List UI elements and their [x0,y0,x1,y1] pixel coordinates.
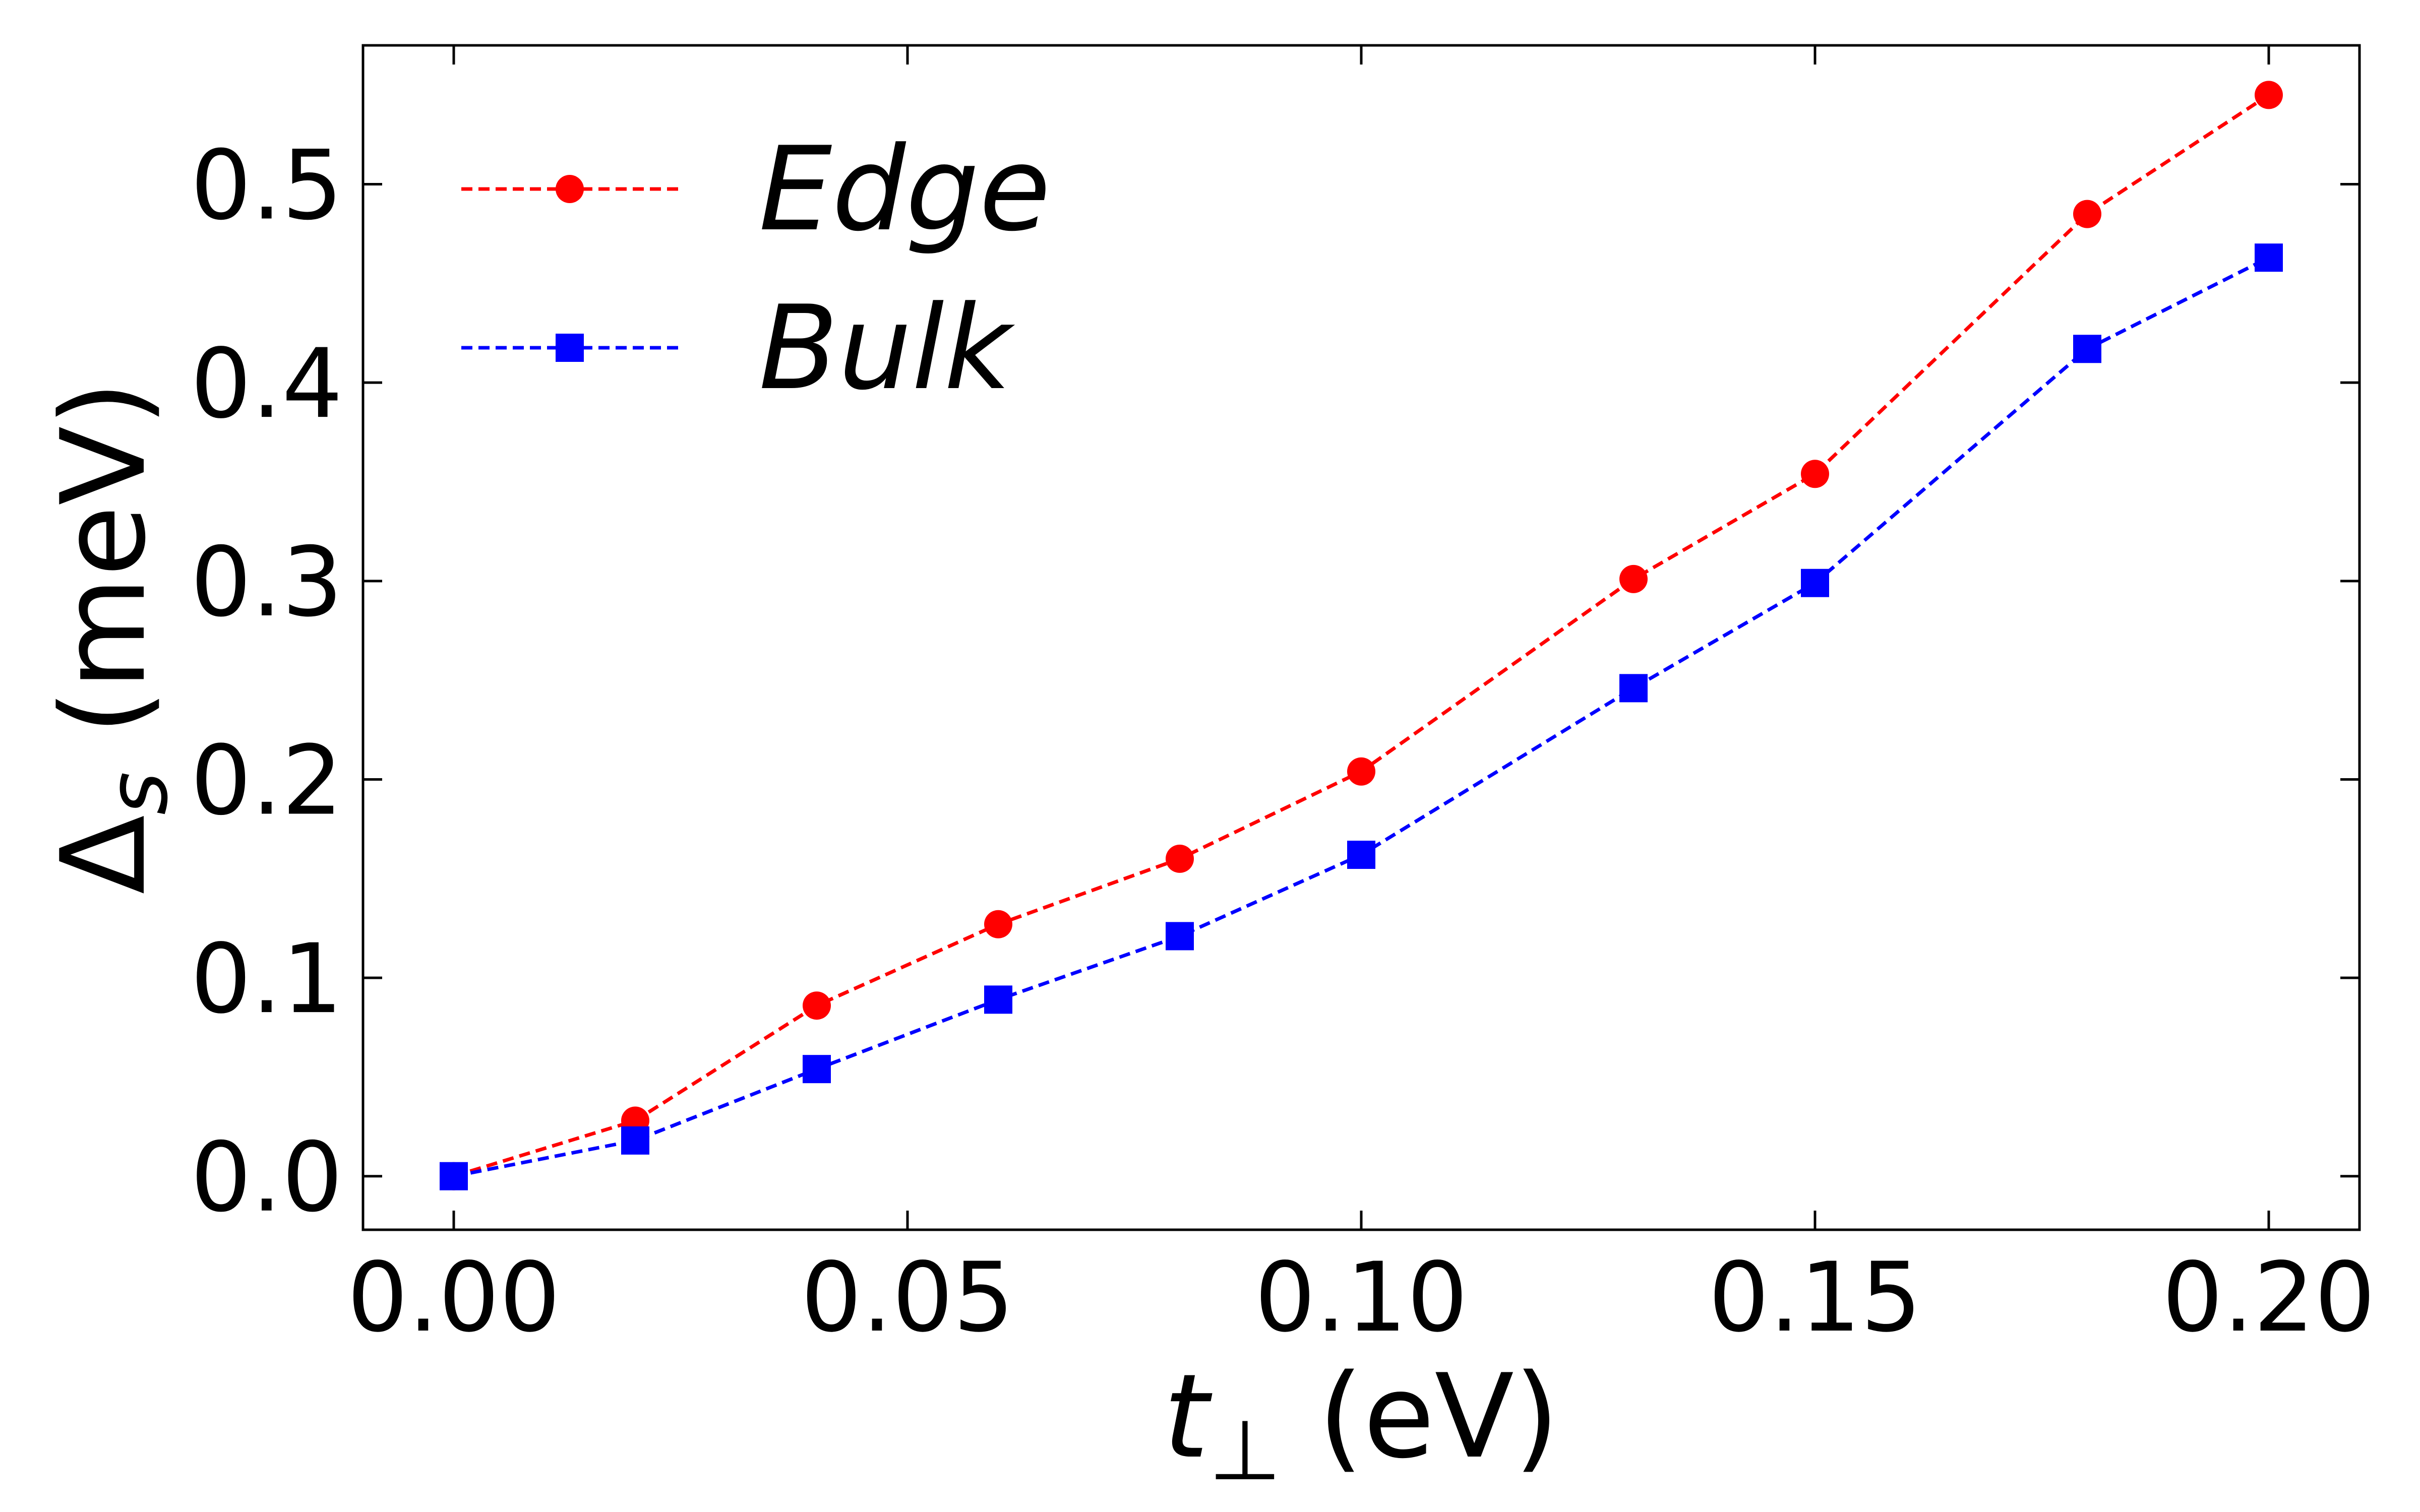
legend-marker-edge [556,175,584,203]
data-point-bulk [1166,922,1194,951]
legend-label-edge: Edge [759,122,1051,257]
y-axis-label-unit: (meV) [37,381,171,772]
series-line-edge [453,93,2270,1178]
data-point-edge [1801,460,1829,488]
x-axis-label-unit: (eV) [1281,1350,1559,1484]
x-tick-label: 0.15 [1708,1242,1921,1353]
y-tick-label: 0.5 [191,130,343,241]
y-axis-label-symbol: Δ [37,815,171,894]
data-point-edge [803,991,831,1020]
y-tick-label: 0.2 [191,725,343,836]
x-tick-label: 0.10 [1254,1242,1468,1353]
data-point-edge [1347,757,1375,786]
x-axis-label-subscript: ⊥ [1209,1402,1282,1499]
x-tick-label: 0.20 [2162,1242,2375,1353]
y-tick-label: 0.1 [191,923,343,1035]
legend: Edge Bulk [461,122,1051,416]
series-line-bulk [453,256,2270,1178]
x-axis-label-variable: t [1163,1350,1213,1484]
y-axis-label-subscript: s [89,772,186,815]
data-point-edge [2255,81,2283,109]
y-tick-label: 0.3 [191,527,343,638]
data-point-bulk [1801,569,1829,597]
data-point-bulk [1619,674,1648,703]
y-tick-label: 0.0 [191,1122,343,1233]
data-point-edge [984,910,1012,938]
data-point-edge [2073,200,2101,228]
data-point-bulk [440,1162,468,1190]
plot-frame [361,44,2361,1231]
x-tick-label: 0.00 [347,1242,560,1353]
y-tick-label: 0.4 [191,328,343,439]
series-bulk [440,243,2283,1190]
chart-marks: 0.00 0.05 0.10 0.15 0.20 0.0 0.1 0.2 0.3 0.4 0.5 t⊥… [37,44,2376,1499]
data-point-bulk [621,1126,649,1155]
x-axis-label: t⊥ (eV) [1163,1350,1559,1499]
data-point-edge [1619,564,1648,593]
data-point-bulk [984,985,1012,1014]
data-point-bulk [2073,335,2101,363]
legend-label-bulk: Bulk [759,281,1015,416]
data-point-bulk [2255,243,2283,272]
data-point-bulk [1347,841,1375,869]
series-edge [440,81,2283,1190]
data-point-edge [1166,844,1194,873]
legend-marker-bulk [556,334,584,362]
y-axis-label: Δs (meV) [37,381,186,895]
data-point-bulk [803,1055,831,1084]
x-tick-label: 0.05 [801,1242,1014,1353]
